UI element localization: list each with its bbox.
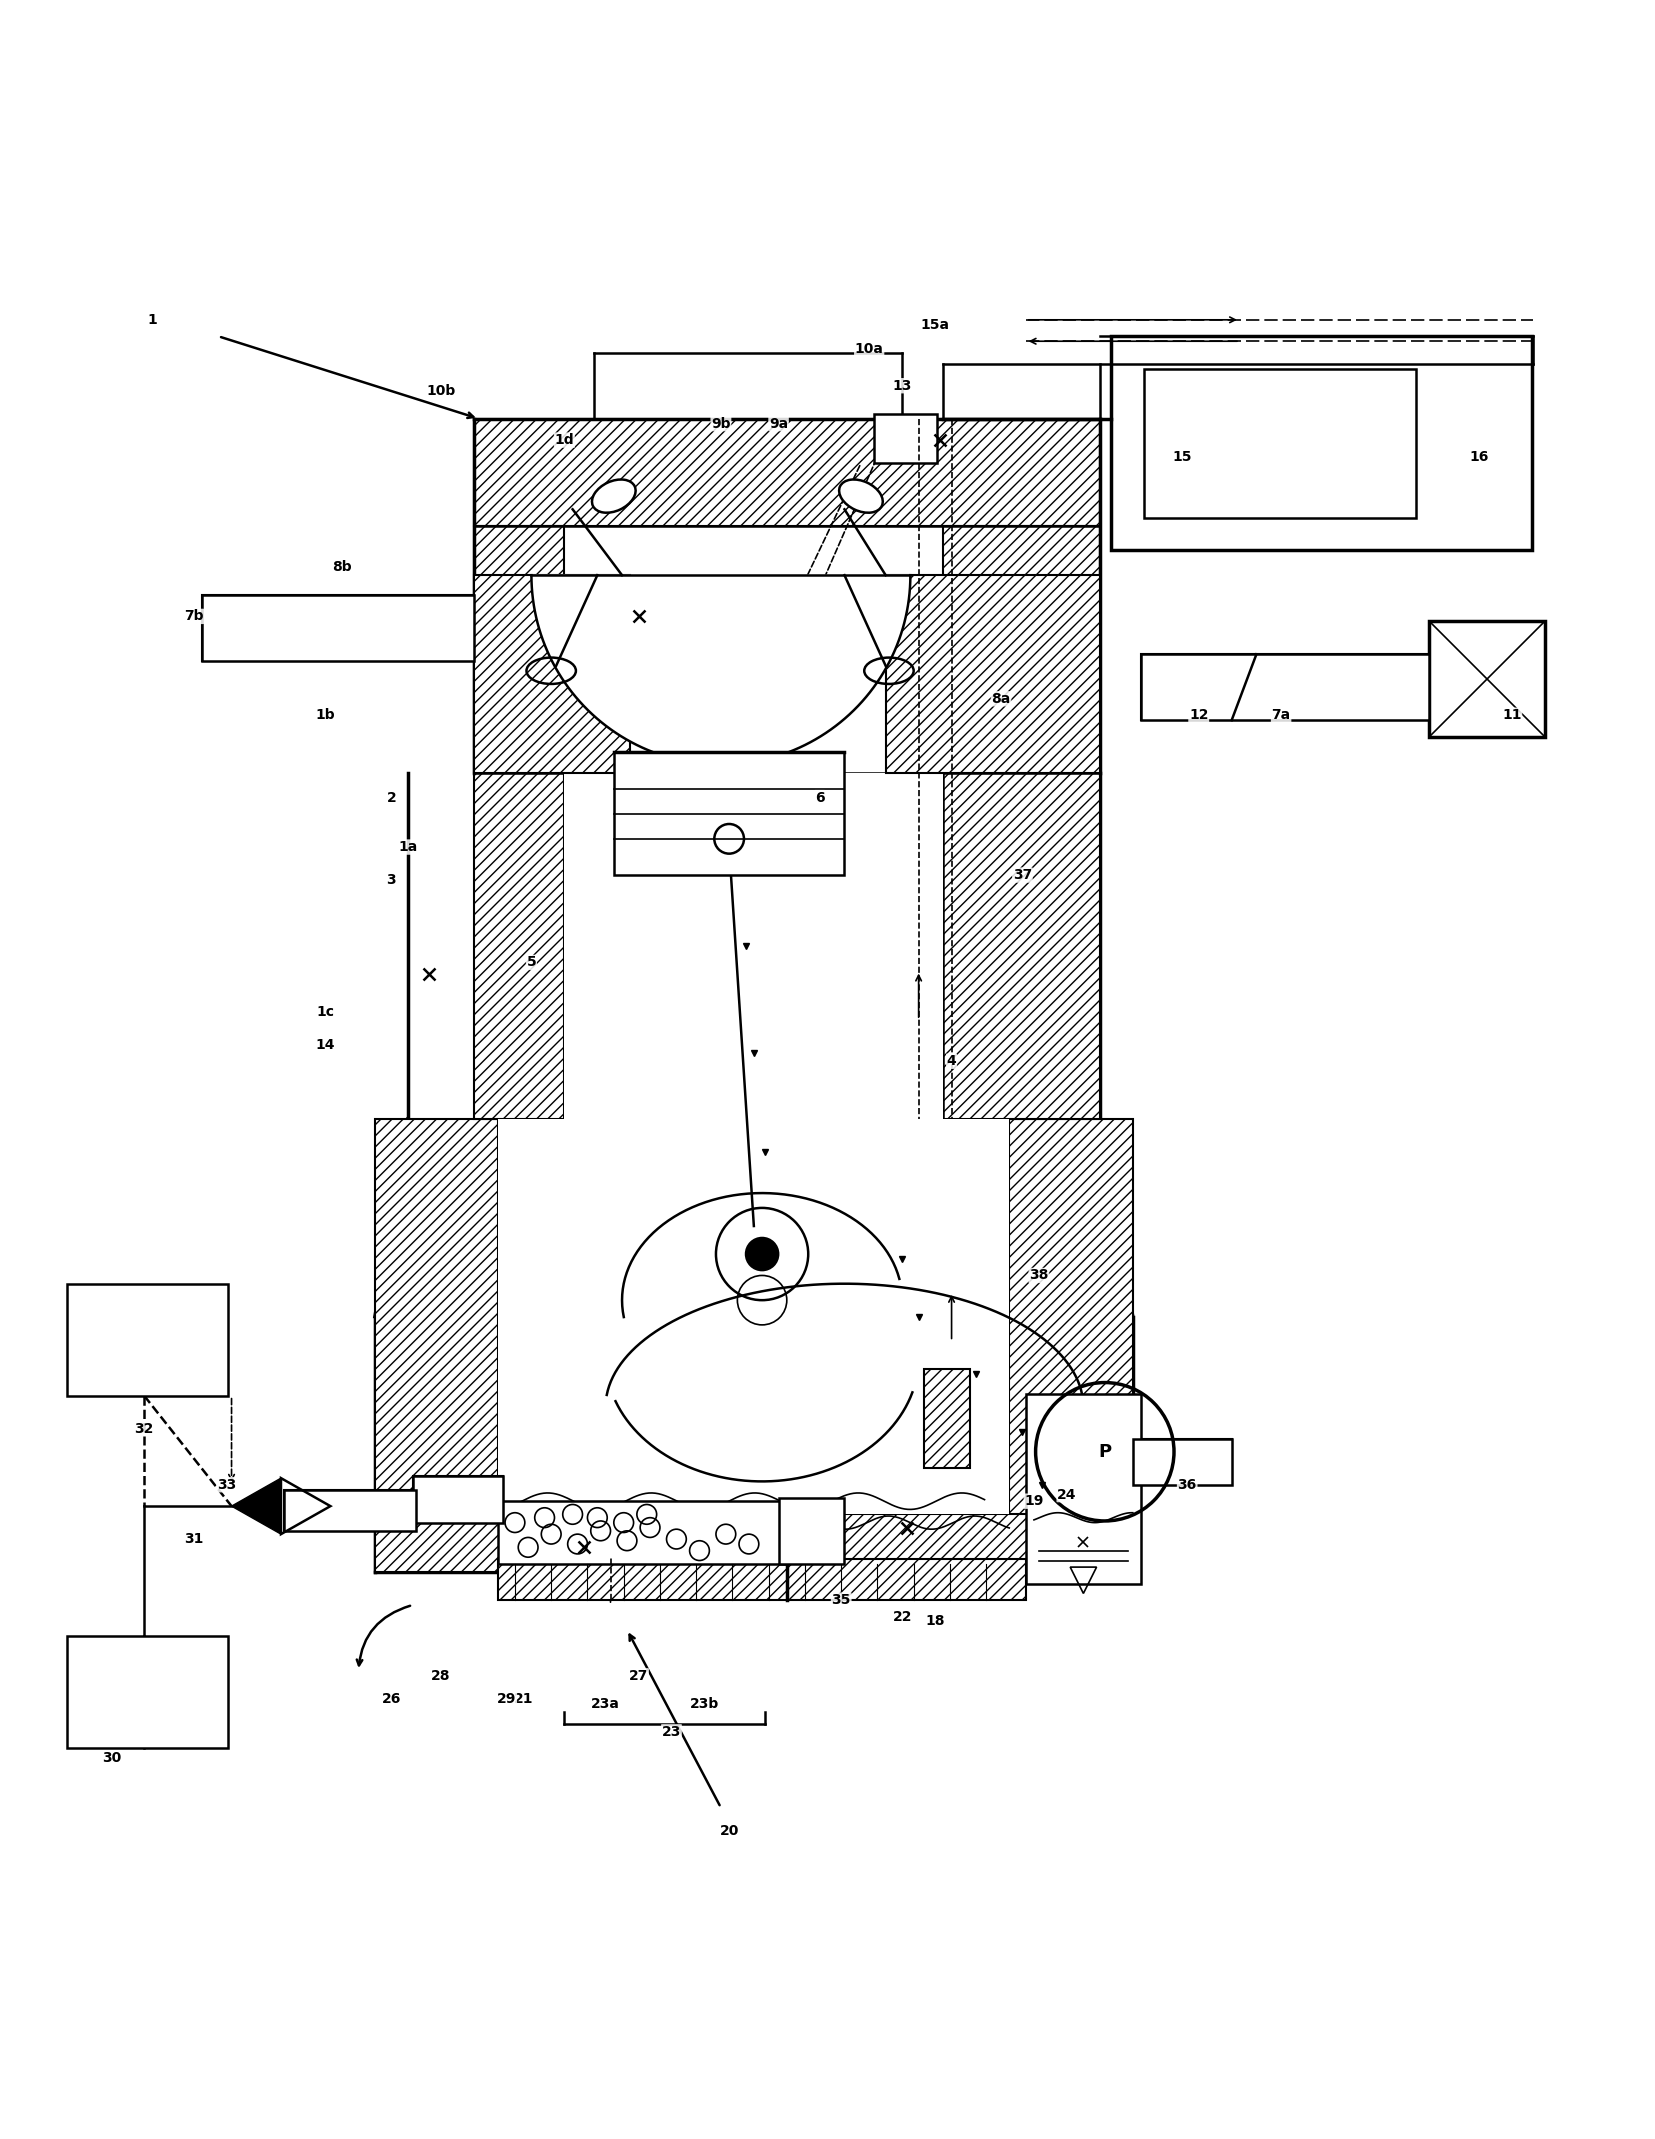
Bar (498, 1502, 786, 1564)
Text: 9b: 9b (710, 417, 730, 430)
Text: 23b: 23b (690, 1696, 718, 1711)
Text: 10a: 10a (854, 342, 884, 357)
Text: P: P (1097, 1444, 1111, 1461)
Ellipse shape (839, 479, 882, 513)
Text: 2: 2 (386, 791, 396, 804)
Text: 22: 22 (892, 1609, 912, 1624)
Bar (285, 1489, 415, 1532)
Bar (1024, 1395, 1140, 1583)
Text: 33: 33 (217, 1478, 237, 1491)
Text: 1: 1 (147, 312, 157, 327)
Polygon shape (232, 1478, 281, 1534)
Bar (1132, 1440, 1231, 1484)
Bar (374, 1119, 498, 1572)
Bar (412, 1476, 503, 1523)
Text: 29: 29 (496, 1692, 516, 1707)
Bar (1140, 655, 1428, 721)
Text: 31: 31 (184, 1532, 204, 1546)
Bar (874, 413, 937, 464)
Bar (498, 1559, 1024, 1600)
Bar (614, 751, 844, 875)
Text: 36: 36 (1177, 1478, 1197, 1491)
Ellipse shape (591, 479, 636, 513)
Text: 20: 20 (718, 1825, 738, 1837)
Bar (564, 772, 943, 1119)
Text: 21: 21 (513, 1692, 533, 1707)
Text: 13: 13 (892, 379, 912, 394)
Bar (778, 1497, 844, 1564)
Text: 1d: 1d (554, 432, 574, 447)
Text: 12: 12 (1188, 708, 1208, 723)
Bar (285, 1489, 415, 1532)
Bar (943, 526, 1099, 772)
Bar (885, 575, 1099, 772)
Bar (374, 1514, 1132, 1572)
Text: 37: 37 (1013, 868, 1031, 881)
Text: 7a: 7a (1271, 708, 1289, 723)
Text: 11: 11 (1501, 708, 1521, 723)
Text: 23a: 23a (591, 1696, 619, 1711)
Circle shape (745, 1238, 778, 1271)
Bar (473, 575, 631, 772)
Bar (943, 772, 1099, 1119)
Wedge shape (531, 575, 910, 764)
Text: 28: 28 (430, 1668, 450, 1683)
Text: 15a: 15a (920, 319, 948, 332)
Text: 30: 30 (101, 1752, 121, 1765)
Text: 1a: 1a (397, 841, 417, 853)
Text: 38: 38 (1029, 1268, 1048, 1283)
Bar (1111, 336, 1531, 550)
Bar (473, 526, 564, 772)
Text: 1c: 1c (316, 1005, 334, 1018)
Bar (202, 595, 473, 661)
Bar (66, 1283, 228, 1397)
Bar (1132, 1440, 1231, 1484)
Text: 19: 19 (1024, 1495, 1043, 1508)
Text: 3: 3 (386, 873, 396, 888)
Text: 10b: 10b (425, 383, 455, 398)
Text: 14: 14 (316, 1037, 334, 1052)
Text: 27: 27 (629, 1668, 647, 1683)
Bar (1008, 1119, 1132, 1572)
Text: 1b: 1b (316, 708, 334, 723)
Bar (66, 1636, 228, 1748)
Bar (473, 419, 1099, 526)
Text: 7b: 7b (184, 610, 204, 622)
Text: 18: 18 (925, 1615, 945, 1628)
Bar (473, 772, 564, 1119)
Text: 26: 26 (381, 1692, 401, 1707)
Text: 23: 23 (662, 1724, 680, 1739)
Text: 4: 4 (947, 1055, 957, 1067)
Text: 15: 15 (1172, 449, 1192, 464)
Bar (1144, 370, 1415, 518)
Text: 9a: 9a (768, 417, 788, 430)
Text: 8a: 8a (991, 691, 1010, 706)
Bar (202, 595, 473, 661)
Text: 5: 5 (526, 956, 536, 969)
Text: 6: 6 (814, 791, 824, 804)
Bar (498, 1119, 1008, 1514)
Text: 16: 16 (1468, 449, 1488, 464)
Bar (1428, 620, 1544, 736)
Bar (412, 1476, 503, 1523)
Text: 32: 32 (134, 1422, 154, 1435)
Bar (923, 1369, 970, 1467)
Text: 8b: 8b (333, 560, 351, 573)
Bar (1140, 655, 1428, 721)
Text: 24: 24 (1056, 1487, 1076, 1502)
Text: 35: 35 (831, 1594, 851, 1606)
